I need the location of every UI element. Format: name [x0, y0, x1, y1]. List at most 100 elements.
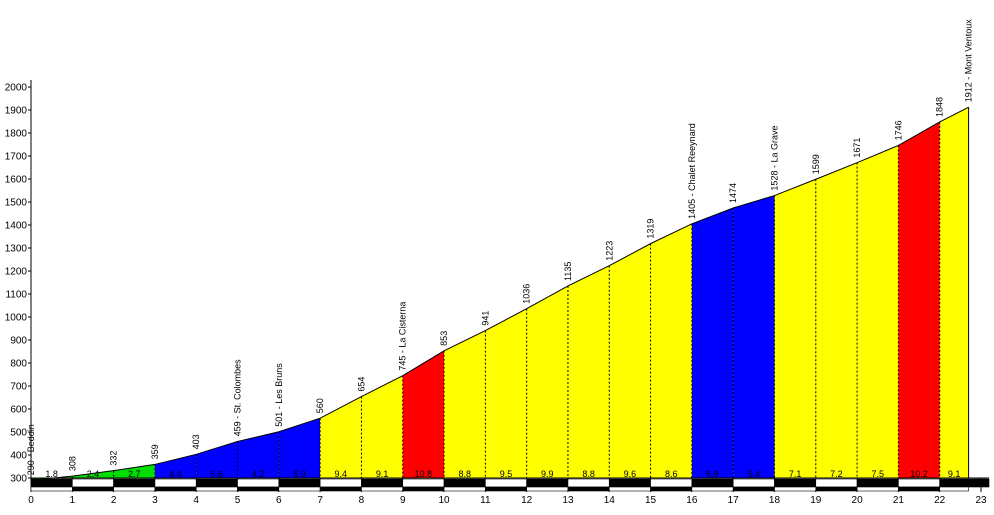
km-bar-subcell: [939, 486, 969, 492]
area-segment-17: [733, 195, 775, 478]
km-bar-subcell: [815, 486, 858, 492]
profile-line: [30, 106, 970, 481]
y-tick-label: 1500: [5, 198, 28, 209]
km-bar-cell: [361, 478, 404, 488]
point-label: 1671: [852, 138, 862, 158]
km-dividers: [71, 121, 941, 478]
km-bar-cell: [939, 478, 969, 488]
gradient-label: 4.4: [169, 469, 182, 479]
gradient-label: 9.6: [624, 469, 637, 479]
area-segment-6: [278, 418, 321, 478]
km-bar: 1.8 2.4 2.7 4.4 5.6 4.2 5.9 9.4 9.1 10.8 8.8 9.5 9.9…: [30, 469, 990, 492]
x-tick-label: 20: [852, 495, 864, 506]
km-bar-subcell: [72, 486, 114, 492]
km-bar-subcell: [774, 486, 817, 492]
km-bar-tail: [968, 478, 990, 488]
area-segment-15: [650, 223, 692, 478]
x-tick-label: 7: [317, 495, 323, 506]
point-label: 654: [356, 377, 366, 392]
point-label: 1036: [522, 284, 532, 304]
point-label: 290 - Bedoin: [26, 424, 36, 475]
gradient-label: 8.8: [582, 469, 595, 479]
y-tick-label: 1000: [5, 313, 28, 324]
gradient-label: 2.7: [128, 469, 141, 479]
y-tick-label: 800: [10, 359, 27, 370]
km-bar-subcell: [732, 486, 775, 492]
gradient-label: 8.6: [665, 469, 678, 479]
area-segment-19: [815, 162, 858, 479]
x-tick-label: 1: [70, 495, 76, 506]
km-bar-cell: [72, 478, 114, 488]
km-bar-subcell: [856, 486, 899, 492]
y-tick-label: 400: [10, 451, 27, 462]
y-tick-label: 1200: [5, 267, 28, 278]
km-bar-subcell: [30, 486, 73, 492]
point-label: 403: [191, 434, 201, 449]
gradient-label: 10.8: [415, 469, 433, 479]
x-tick-label: 6: [276, 495, 282, 506]
gradient-label: 9.1: [376, 469, 389, 479]
area-segment-12: [526, 285, 568, 478]
gradient-label: 9.4: [335, 469, 348, 479]
x-tick-label: 23: [975, 495, 987, 506]
x-tick-label: 9: [400, 495, 406, 506]
point-label: 1223: [604, 241, 614, 261]
km-bar-cell: [815, 478, 858, 488]
gradient-label: 9.1: [948, 469, 961, 479]
x-tick-label: 19: [810, 495, 822, 506]
km-bar-cell: [732, 478, 775, 488]
gradient-label: 6.9: [706, 469, 719, 479]
km-bar-cell: [608, 478, 651, 488]
area-segment-8: [361, 375, 403, 478]
profile-areas: [31, 107, 969, 481]
point-label: 853: [439, 331, 449, 346]
gradient-label: 5.9: [293, 469, 306, 479]
area-segment-22: [939, 107, 969, 479]
x-tick-label: 4: [193, 495, 199, 506]
area-segment-3: [154, 454, 197, 478]
km-bar-subcell: [154, 486, 197, 492]
km-bar-cell: [278, 478, 321, 488]
x-tick-label: 8: [359, 495, 365, 506]
point-label: 459 - St. Colombes: [233, 359, 243, 437]
km-bar-subcell: [691, 486, 734, 492]
km-bar-cell: [113, 478, 156, 488]
km-bar-subcell: [402, 486, 445, 492]
gradient-label: 1.8: [45, 469, 58, 479]
km-bar-cell: [774, 478, 817, 488]
x-tick-label: 0: [28, 495, 34, 506]
point-label: 308: [67, 456, 77, 471]
km-bar-subcell: [361, 486, 404, 492]
x-tick-label: 5: [235, 495, 241, 506]
y-tick-label: 300: [10, 474, 27, 485]
x-tick-label: 17: [728, 495, 740, 506]
km-bar-cell: [154, 478, 197, 488]
point-label: 1319: [646, 219, 656, 239]
area-segment-13: [567, 265, 610, 478]
x-tick-label: 16: [686, 495, 698, 506]
y-tick-label: 1300: [5, 244, 28, 255]
point-label: 1474: [728, 183, 738, 203]
area-segment-7: [320, 396, 362, 478]
point-label: 359: [150, 444, 160, 459]
km-bar-subcell: [567, 486, 610, 492]
point-label: 1405 - Chalet Reeynard: [687, 123, 697, 219]
km-bar-subcell: [278, 486, 321, 492]
point-label: 1746: [893, 120, 903, 140]
x-tick-label: 3: [152, 495, 158, 506]
km-bar-subcell: [650, 486, 693, 492]
area-segment-20: [857, 145, 899, 479]
gradient-label: 7.2: [830, 469, 843, 479]
km-bar-cell: [237, 478, 280, 488]
point-label: 745 - La Cisterna: [398, 302, 408, 371]
km-bar-subcell: [319, 486, 362, 492]
point-label: 560: [315, 398, 325, 413]
x-tick-label: 2: [111, 495, 117, 506]
x-tick-label: 11: [480, 495, 491, 506]
x-tick-label: 10: [438, 495, 450, 506]
y-tick-label: 1700: [5, 152, 28, 163]
x-tick-label: 18: [769, 495, 781, 506]
km-bar-cell: [30, 478, 73, 488]
point-label: 941: [480, 311, 490, 326]
